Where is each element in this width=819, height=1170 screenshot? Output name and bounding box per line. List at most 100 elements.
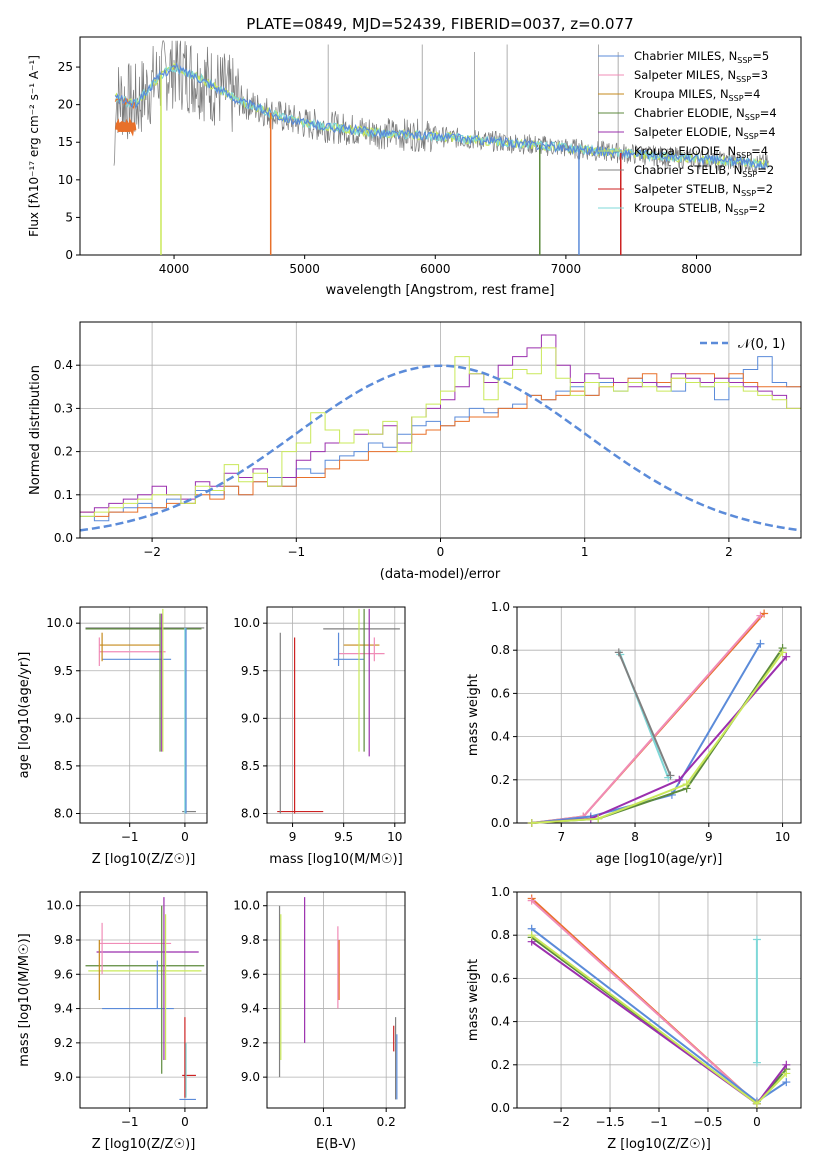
weight-age-marker [778, 648, 787, 657]
legend-label: Chabrier STELIB, NSSP=2 [634, 163, 774, 179]
x-tick-label: −1 [121, 1115, 139, 1129]
weight-age-marker [666, 771, 675, 780]
legend-label: Salpeter ELODIE, NSSP=4 [634, 125, 776, 141]
x-tick-label: 7000 [551, 262, 582, 276]
histogram-y-axis-label: Normed distribution [28, 365, 43, 495]
weight-age-line [531, 612, 765, 824]
y-tick-label: 9.0 [54, 711, 73, 725]
weight-age-marker [614, 648, 623, 657]
legend-label: Salpeter MILES, NSSP=3 [634, 68, 768, 84]
weight-vs-z-panel-y-label: mass weight [466, 959, 481, 1041]
model-fit-start [115, 117, 137, 137]
legend-label: Salpeter STELIB, NSSP=2 [634, 182, 773, 198]
y-tick-label: 0.1 [54, 488, 73, 502]
y-tick-label: 0.4 [54, 358, 73, 372]
mass-vs-z-panel-y-label: mass [log10(M/M☉)] [17, 933, 32, 1066]
y-tick-label: 9.0 [54, 1070, 73, 1084]
chart-title: PLATE=0849, MJD=52439, FIBERID=0037, z=0… [246, 15, 633, 33]
weight-z-marker [782, 1069, 791, 1078]
weight-age-marker [756, 639, 765, 648]
x-tick-label: 0 [753, 1115, 761, 1129]
weight-z-marker [752, 1058, 761, 1067]
histogram-series [80, 356, 801, 522]
residual-histogram-panel: −2 −1 0 1 2 0.0 0.1 0.2 0.3 0.4 (data-model)/erro… [28, 321, 802, 582]
weight-age-marker [527, 819, 536, 827]
y-tick-label: 9.2 [54, 1036, 73, 1050]
y-tick-label: 9.5 [54, 664, 73, 678]
y-tick-label: 9.0 [241, 1070, 260, 1084]
histogram-series [80, 334, 801, 513]
x-tick-label: −1 [650, 1115, 668, 1129]
mass-vs-ebv-panel-x-label: E(B-V) [316, 1137, 356, 1152]
x-tick-label: −1 [287, 545, 305, 559]
x-tick-label: 6000 [420, 262, 451, 276]
y-tick-label: 9.6 [54, 967, 73, 981]
y-tick-label: 0.0 [491, 1101, 510, 1115]
x-tick-label: −1 [121, 830, 139, 844]
y-tick-label: 9.8 [54, 933, 73, 947]
x-tick-label: 0.1 [314, 1115, 333, 1129]
y-tick-label: 25 [58, 60, 73, 74]
spectrum-y-axis-label: Flux [fλ10⁻¹⁷ erg cm⁻² s⁻¹ A⁻¹] [27, 55, 41, 237]
observed-spectrum-line [113, 40, 769, 173]
y-tick-label: 0.2 [54, 445, 73, 459]
age-vs-mass-panel-frame [266, 606, 406, 824]
y-tick-label: 9.8 [241, 933, 260, 947]
x-tick-label: 9 [705, 830, 713, 844]
legend-label: Kroupa ELODIE, NSSP=4 [634, 144, 768, 160]
weight-vs-z-panel-frame [516, 891, 802, 1109]
y-tick-label: 10.0 [233, 616, 260, 630]
spectrum-panel: PLATE=0849, MJD=52439, FIBERID=0037, z=0… [27, 15, 802, 298]
weight-z-marker [752, 1099, 761, 1108]
y-tick-label: 8.0 [54, 806, 73, 820]
x-tick-label: 0 [181, 1115, 189, 1129]
spectrum-x-axis-label: wavelength [Angstrom, rest frame] [326, 283, 555, 298]
y-tick-label: 0.6 [491, 686, 510, 700]
mass-vs-z-panel-frame [79, 891, 208, 1109]
mass-vs-z-panel: −1 0 9.0 9.2 9.4 9.6 9.8 10.0 Z [log10(Z/Z☉)] mas… [17, 891, 208, 1152]
weight-age-line [531, 647, 784, 824]
gaussian-legend-label: 𝒩(0, 1) [738, 337, 785, 352]
x-tick-label: 0 [181, 830, 189, 844]
weight-vs-age-panel: 7 8 9 10 0.0 0.2 0.4 0.6 0.8 1.0 age [log10(age/yr… [466, 600, 802, 867]
histogram-x-axis-label: (data-model)/error [380, 567, 501, 582]
histogram-plot-frame [79, 321, 802, 539]
weight-vs-age-panel-x-label: age [log10(age/yr)] [596, 852, 723, 867]
x-tick-label: −2 [143, 545, 161, 559]
y-tick-label: 10.0 [46, 899, 73, 913]
y-tick-label: 9.4 [54, 1002, 73, 1016]
x-tick-label: 5000 [289, 262, 320, 276]
legend-label: Chabrier ELODIE, NSSP=4 [634, 106, 777, 122]
y-tick-label: 8.0 [241, 806, 260, 820]
x-tick-label: 1 [581, 545, 589, 559]
x-tick-label: 0 [437, 545, 445, 559]
age-vs-z-panel: −1 0 8.0 8.5 9.0 9.5 10.0 Z [log10(Z/Z☉)] age [l… [17, 606, 208, 867]
y-tick-label: 0.8 [491, 928, 510, 942]
weight-vs-z-panel: −2 −1.5 −1 −0.5 0 0.0 0.2 0.4 0.6 0.8 1.0 Z [log10(… [466, 885, 802, 1152]
gaussian-curve [79, 364, 802, 532]
y-tick-label: 8.5 [54, 759, 73, 773]
weight-age-marker [594, 814, 603, 823]
weight-z-marker [782, 1078, 791, 1087]
y-tick-label: 10.0 [233, 899, 260, 913]
weight-age-line [531, 651, 784, 824]
weight-vs-age-panel-frame [516, 606, 802, 824]
age-vs-z-panel-frame [79, 606, 208, 824]
weight-z-marker [752, 935, 761, 944]
y-tick-label: 9.0 [241, 711, 260, 725]
weight-z-marker [527, 931, 536, 940]
spectrum-legend: Chabrier MILES, NSSP=5 Salpeter MILES, NS… [598, 49, 777, 217]
mass-vs-ebv-panel: 0.1 0.2 9.0 9.2 9.4 9.6 9.8 10.0 E(B-V) [233, 891, 406, 1152]
x-tick-label: −1.5 [595, 1115, 624, 1129]
y-tick-label: 9.6 [241, 967, 260, 981]
x-tick-label: −0.5 [693, 1115, 722, 1129]
y-tick-label: 0.0 [491, 816, 510, 830]
legend-label: Kroupa MILES, NSSP=4 [634, 87, 760, 103]
weight-age-marker [675, 775, 684, 784]
x-tick-label: 7 [557, 830, 565, 844]
weight-z-marker [527, 896, 536, 905]
x-tick-label: −2 [552, 1115, 570, 1129]
y-tick-label: 0.0 [54, 531, 73, 545]
weight-age-marker [782, 652, 791, 661]
